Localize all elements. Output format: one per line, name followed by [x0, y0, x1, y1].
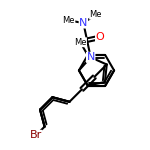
Text: N: N	[79, 18, 88, 28]
Text: N: N	[87, 52, 95, 62]
Text: O: O	[96, 32, 104, 42]
Text: Me: Me	[62, 16, 75, 25]
Text: Me: Me	[90, 10, 102, 19]
Text: Me: Me	[74, 38, 87, 47]
Text: Br: Br	[30, 130, 42, 140]
